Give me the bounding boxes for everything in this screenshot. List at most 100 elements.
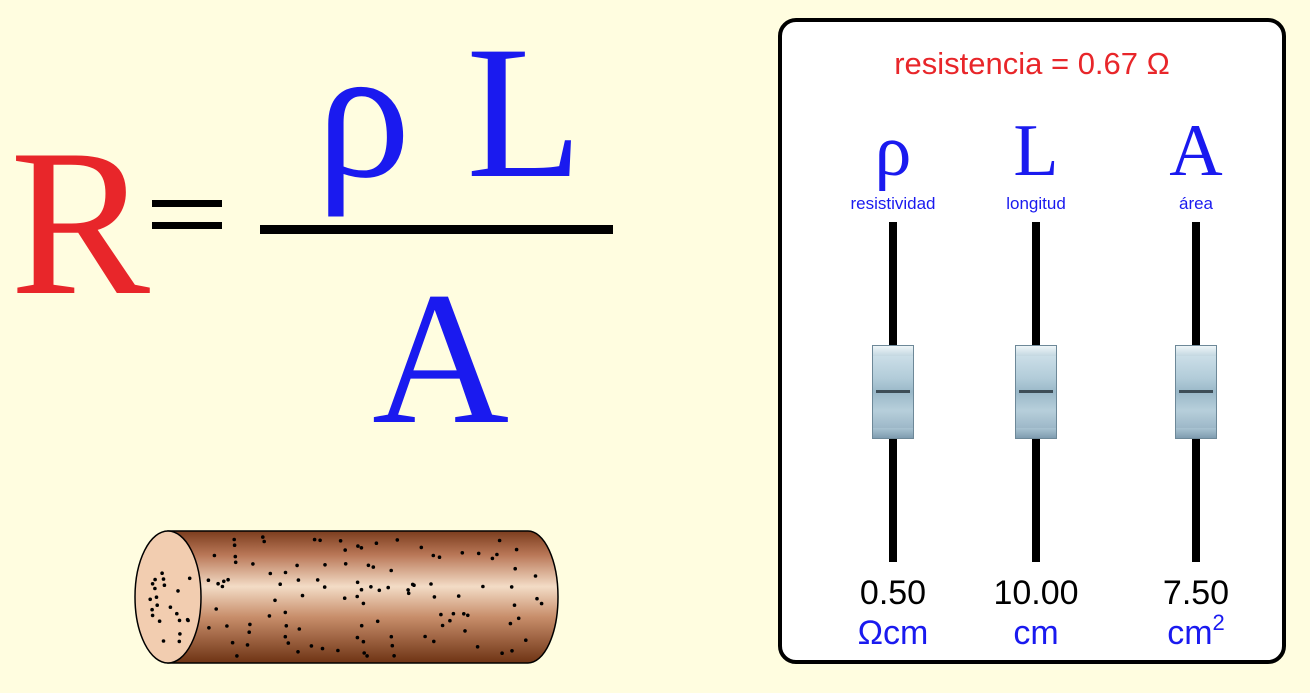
wire-particle bbox=[336, 648, 340, 653]
formula-numerator: ρ L bbox=[316, 8, 587, 218]
slider-resistivity-column: ρ resistividad 0.50 Ωcm bbox=[813, 22, 973, 660]
wire-particle bbox=[462, 612, 466, 616]
wire-particle bbox=[283, 570, 288, 575]
wire-particle bbox=[497, 538, 502, 543]
wire-particle bbox=[356, 544, 360, 548]
wire-particle bbox=[359, 623, 364, 628]
wire-particle bbox=[286, 641, 291, 645]
wire-particle bbox=[247, 630, 251, 634]
wire-particle bbox=[295, 563, 299, 568]
wire-particle bbox=[535, 596, 539, 601]
resistance-readout: resistencia = 0.67 Ω bbox=[894, 46, 1170, 81]
wire-particle bbox=[232, 543, 237, 547]
wire-particle bbox=[186, 618, 190, 623]
wire-particle bbox=[510, 649, 514, 653]
wire-particle bbox=[212, 553, 217, 558]
formula-equals-sign bbox=[152, 192, 222, 236]
wire-particle bbox=[157, 619, 162, 623]
wire-particle bbox=[207, 626, 211, 630]
wire-particle bbox=[514, 547, 519, 552]
wire-particle bbox=[481, 584, 485, 589]
wire-particle bbox=[362, 651, 366, 655]
formula-denominator: A bbox=[372, 254, 510, 464]
wire-particle bbox=[232, 537, 236, 542]
wire-particle bbox=[245, 643, 250, 647]
wire-particle bbox=[175, 611, 179, 616]
wire-particle bbox=[225, 624, 229, 628]
area-value: 7.50 bbox=[1162, 574, 1230, 612]
wire-particle bbox=[463, 629, 467, 633]
wire-particle bbox=[318, 538, 322, 543]
wire-particle bbox=[432, 639, 436, 644]
copper-wire-cylinder-icon bbox=[134, 530, 559, 664]
wire-particle bbox=[389, 634, 394, 639]
control-panel: resistencia = 0.67 Ω ρ resistividad 0.50… bbox=[778, 18, 1286, 664]
wire-particle bbox=[273, 598, 277, 603]
wire-particle bbox=[177, 639, 182, 644]
wire-particle bbox=[539, 601, 544, 606]
resistivity-slider-thumb[interactable] bbox=[872, 345, 914, 439]
wire-particle bbox=[359, 546, 364, 550]
slider-length-column: L longitud 10.00 cm bbox=[956, 22, 1116, 660]
resistivity-symbol: ρ bbox=[874, 110, 912, 192]
wire-particle bbox=[220, 584, 225, 589]
wire-particle bbox=[338, 539, 343, 543]
wire-particle bbox=[283, 634, 288, 639]
wire-particle bbox=[390, 643, 395, 648]
wire-particle bbox=[406, 588, 410, 592]
wire-particle bbox=[309, 644, 314, 648]
wire-particle bbox=[451, 611, 456, 616]
wire-particle bbox=[490, 556, 495, 561]
wire-particle bbox=[150, 582, 155, 586]
wire-particle bbox=[466, 613, 470, 618]
wire-particle bbox=[161, 639, 166, 643]
wire-particle bbox=[342, 596, 347, 600]
wire-particle bbox=[178, 632, 182, 636]
wire-particle bbox=[150, 607, 154, 612]
wire-particle bbox=[508, 621, 513, 626]
wire-particle bbox=[150, 613, 155, 618]
wire-particle bbox=[162, 583, 167, 587]
wire-particle bbox=[284, 624, 289, 628]
wire-particle bbox=[226, 577, 230, 582]
wire-particle bbox=[516, 616, 521, 621]
wire-particle bbox=[248, 622, 252, 627]
wire-particle bbox=[374, 541, 379, 545]
resistivity-unit: Ωcm bbox=[857, 614, 929, 652]
wire-particle bbox=[475, 645, 480, 649]
wire-particle bbox=[361, 639, 366, 644]
wire-particle bbox=[312, 537, 317, 542]
wire-particle bbox=[495, 552, 499, 557]
length-unit: cm bbox=[1013, 614, 1059, 652]
length-slider-thumb[interactable] bbox=[1015, 345, 1057, 439]
wire-particle bbox=[406, 591, 411, 596]
wire-particle bbox=[343, 562, 348, 566]
wire-particle bbox=[300, 593, 305, 598]
wire-particle bbox=[262, 539, 266, 544]
wire-particle bbox=[216, 581, 220, 586]
length-label: longitud bbox=[1006, 194, 1066, 213]
wire-particle bbox=[365, 654, 369, 658]
resistivity-label: resistividad bbox=[850, 194, 936, 213]
wire-particle bbox=[222, 579, 226, 584]
wire-particle bbox=[153, 577, 157, 582]
length-symbol: L bbox=[1013, 110, 1059, 192]
wire-particle bbox=[176, 589, 180, 593]
wire-particle bbox=[148, 597, 152, 602]
wire-particle bbox=[296, 650, 300, 654]
area-unit: cm2 bbox=[1167, 610, 1225, 652]
wire-particle bbox=[512, 603, 517, 607]
wire-particle bbox=[500, 651, 504, 655]
wire-particle bbox=[230, 640, 235, 645]
wire-particle bbox=[439, 612, 443, 617]
wire-particle bbox=[322, 585, 327, 589]
wire-particle bbox=[261, 535, 265, 539]
area-slider-thumb[interactable] bbox=[1175, 345, 1217, 439]
wire-particle bbox=[359, 587, 364, 592]
wire-particle bbox=[283, 610, 288, 615]
wire-particle bbox=[375, 619, 380, 624]
wire-particle bbox=[251, 562, 255, 566]
wire-particle bbox=[214, 607, 218, 611]
wire-particle bbox=[371, 565, 376, 569]
wire-particle bbox=[355, 635, 360, 640]
